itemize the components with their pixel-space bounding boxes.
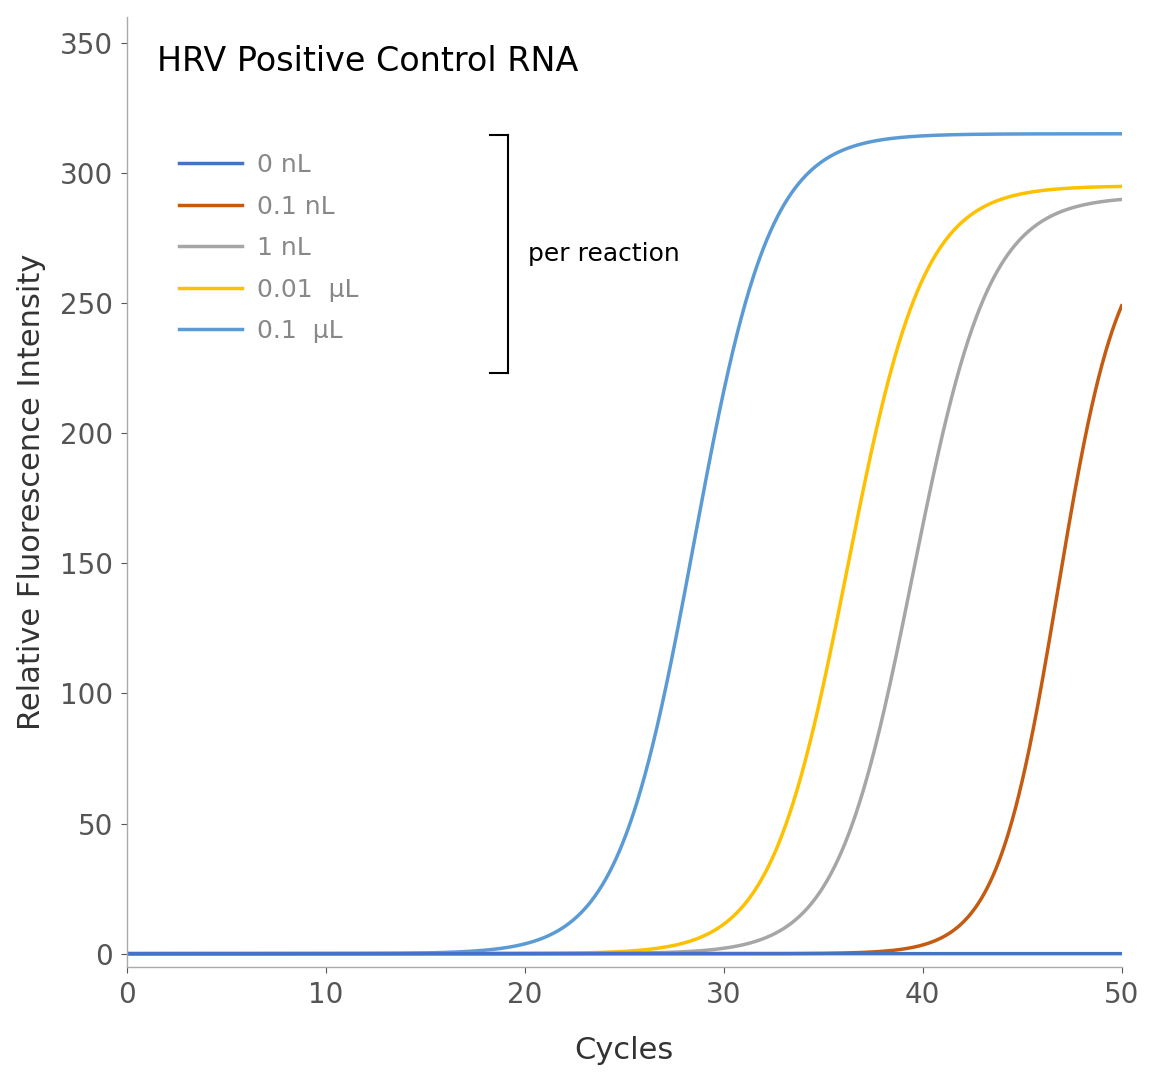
X-axis label: Cycles: Cycles <box>575 1037 674 1066</box>
Legend: 0 nL, 0.1 nL, 1 nL, 0.01  μL, 0.1  μL: 0 nL, 0.1 nL, 1 nL, 0.01 μL, 0.1 μL <box>169 143 368 353</box>
Y-axis label: Relative Fluorescence Intensity: Relative Fluorescence Intensity <box>16 253 46 730</box>
Text: HRV Positive Control RNA: HRV Positive Control RNA <box>156 45 578 78</box>
Text: per reaction: per reaction <box>527 242 680 266</box>
